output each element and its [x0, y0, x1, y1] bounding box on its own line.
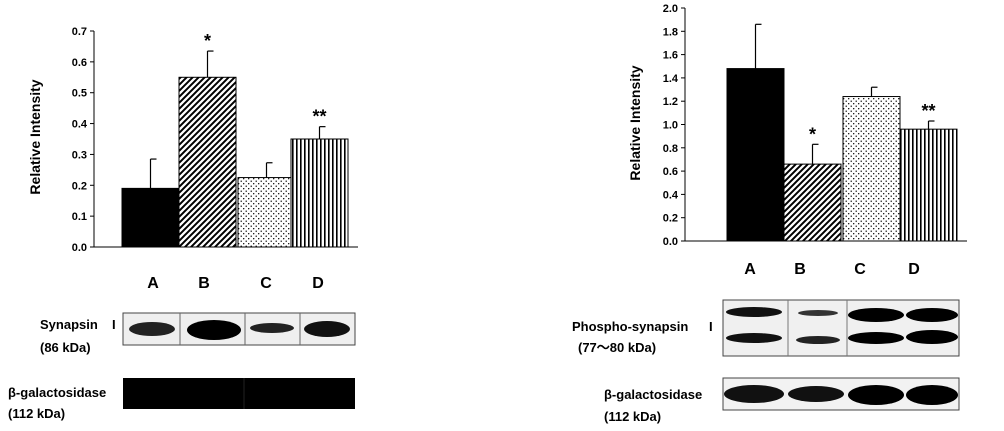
right-blot2-label: β-galactosidase: [604, 387, 702, 402]
left-category-label-d: D: [312, 275, 324, 292]
left-blot1-label: Synapsin: [40, 317, 98, 332]
left-category-label-a: A: [147, 275, 159, 292]
synapsin-band-a: [129, 322, 175, 336]
left-blot1-roman: I: [112, 317, 116, 332]
right-chart-y-axis-label: Relative Intensity: [627, 65, 643, 180]
left-y-tick-label: 0.0: [72, 242, 87, 254]
right-category-label-c: C: [854, 261, 866, 278]
phospho-upper-band-b: [798, 310, 838, 316]
right-chart-bars: A * B C ** D: [726, 23, 958, 278]
left-significance-b: *: [204, 31, 211, 51]
right-y-tick-label: 0.0: [663, 236, 678, 248]
left-bar-c: [237, 177, 296, 248]
right-y-tick-label: 0.4: [663, 189, 679, 201]
right-blot1-label: Phospho-synapsin: [572, 319, 688, 334]
left-western-blots: Synapsin I (86 kDa) β-galactosidase (112…: [8, 312, 356, 421]
right-blot1-kda: (77～80 kDa): [578, 340, 656, 355]
left-y-tick-label: 0.5: [72, 88, 87, 100]
left-bar-d: [290, 138, 349, 248]
phospho-lower-band-d: [906, 330, 958, 344]
left-y-tick-label: 0.6: [72, 57, 87, 69]
left-y-tick-label: 0.1: [72, 211, 87, 223]
right-category-label-a: A: [744, 261, 756, 278]
bgal-right-band-d: [906, 385, 958, 405]
left-y-tick-label: 0.3: [72, 149, 87, 161]
right-y-tick-label: 0.6: [663, 166, 678, 178]
right-significance-d: **: [921, 101, 935, 121]
right-y-tick-label: 0.8: [663, 143, 678, 155]
right-chart-panel: 0.0 0.2 0.4 0.6 0.8 1.0 1.2 1.4 1.6 1.8 2.0 A * B C **…: [627, 3, 967, 278]
left-category-label-b: B: [198, 275, 210, 292]
right-bar-d: [899, 128, 958, 242]
synapsin-blot-image: [122, 312, 356, 346]
synapsin-band-c: [250, 323, 294, 333]
phospho-lower-band-b: [796, 336, 840, 344]
right-blot1-roman: I: [709, 319, 713, 334]
right-bar-b: [783, 163, 842, 242]
left-y-tick-label: 0.7: [72, 26, 87, 38]
left-y-tick-label: 0.4: [72, 119, 88, 131]
left-y-tick-label: 0.2: [72, 180, 87, 192]
right-bar-c: [842, 96, 901, 242]
bgal-right-band-b: [788, 386, 844, 402]
phospho-upper-band-a: [726, 307, 782, 317]
left-chart-bars: A * B C ** D: [121, 31, 349, 292]
right-blot2-kda: (112 kDa): [604, 409, 661, 424]
synapsin-band-b: [187, 320, 241, 340]
beta-galactosidase-blot-right: [722, 377, 960, 411]
right-western-blots: Phospho-synapsin I (77～80 kDa) β-galacto…: [572, 299, 960, 424]
phospho-lower-band-a: [726, 333, 782, 343]
left-blot1-kda: (86 kDa): [40, 340, 91, 355]
bgal-right-band-c: [848, 385, 904, 405]
phospho-lower-band-c: [848, 332, 904, 344]
right-significance-b: *: [809, 124, 816, 144]
right-y-tick-label: 1.6: [663, 50, 678, 62]
right-y-tick-label: 0.2: [663, 213, 678, 225]
right-category-label-d: D: [908, 261, 920, 278]
synapsin-band-d: [304, 321, 350, 337]
left-chart-y-axis-label: Relative Intensity: [27, 79, 43, 194]
right-category-label-b: B: [794, 261, 806, 278]
phospho-upper-band-d: [906, 308, 958, 322]
left-significance-d: **: [312, 107, 326, 127]
phospho-upper-band-c: [848, 308, 904, 322]
bgal-right-band-a: [724, 385, 784, 403]
right-y-tick-label: 1.0: [663, 120, 678, 132]
left-blot2-kda: (112 kDa): [8, 406, 65, 421]
right-y-tick-label: 1.2: [663, 96, 678, 108]
phospho-synapsin-blot-image: [722, 299, 960, 357]
beta-galactosidase-blot-left: [123, 378, 355, 409]
left-chart-panel: 0.0 0.1 0.2 0.3 0.4 0.5 0.6 0.7 A * B C ** D Relativ…: [27, 26, 358, 292]
left-bar-b: [178, 76, 237, 248]
left-category-label-c: C: [260, 275, 272, 292]
right-y-tick-label: 1.4: [663, 73, 679, 85]
left-blot2-label: β-galactosidase: [8, 385, 106, 400]
left-bar-a: [121, 187, 180, 248]
right-y-tick-label: 1.8: [663, 26, 678, 38]
right-bar-a: [726, 68, 785, 242]
right-y-tick-label: 2.0: [663, 3, 678, 15]
